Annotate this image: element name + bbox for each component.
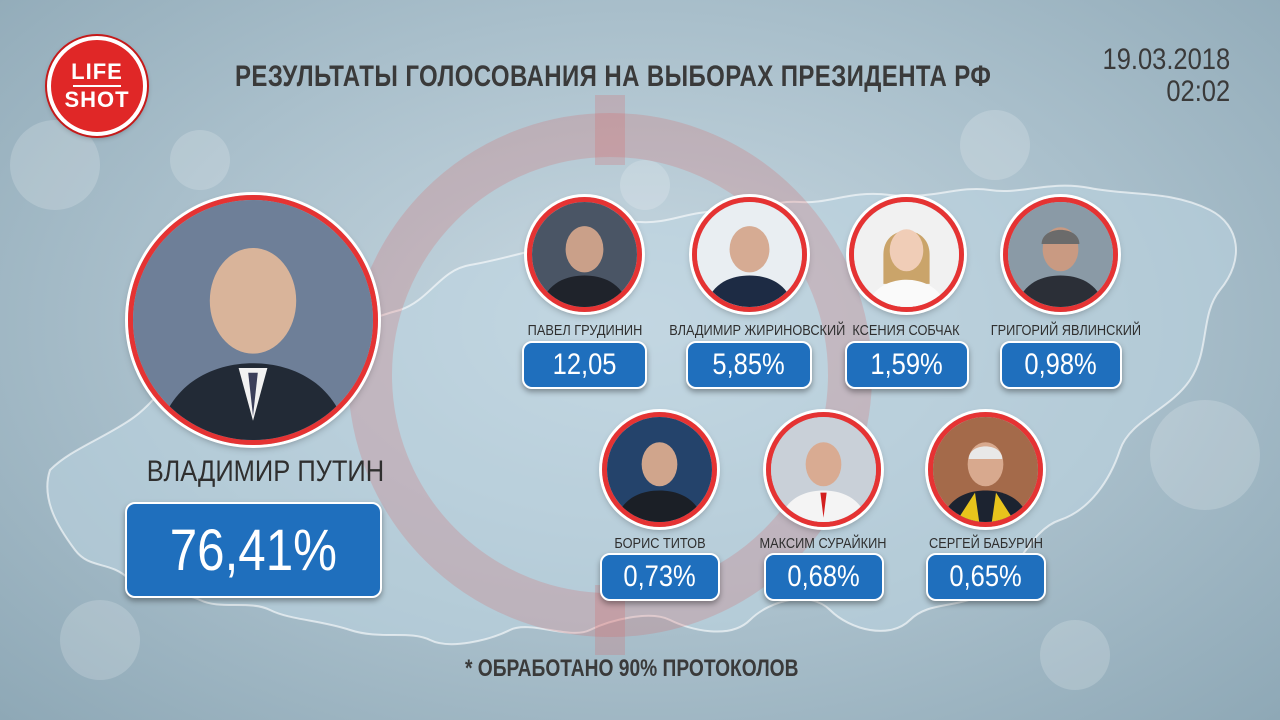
candidate-result-badge: 0,65% <box>926 553 1046 601</box>
candidate-name: ГРИГОРИЙ ЯВЛИНСКИЙ <box>990 322 1142 339</box>
candidate-name: КСЕНИЯ СОБЧАК <box>852 322 960 339</box>
leader-name: ВЛАДИМИР ПУТИН <box>146 455 385 488</box>
candidate-photo-zhirinovsky <box>692 197 807 312</box>
candidate-name: СЕРГЕЙ БАБУРИН <box>929 535 1043 552</box>
candidate-result-badge: 5,85% <box>686 341 812 389</box>
candidate-result-badge: 0,73% <box>600 553 720 601</box>
candidate-name: БОРИС ТИТОВ <box>614 535 706 552</box>
leader-result-value: 76,41% <box>169 517 338 583</box>
candidate-name: ВЛАДИМИР ЖИРИНОВСКИЙ <box>669 322 846 339</box>
timestamp: 19.03.2018 02:02 <box>1080 44 1230 108</box>
person-portrait-icon <box>854 202 959 307</box>
candidate-photo-yavlinsky <box>1003 197 1118 312</box>
candidate-result-badge: 0,68% <box>764 553 884 601</box>
candidate-result-value: 0,73% <box>623 560 697 593</box>
logo-text-life: LIFE <box>71 59 123 84</box>
person-portrait-icon <box>771 417 876 522</box>
candidate-name: МАКСИМ СУРАЙКИН <box>759 535 887 552</box>
candidate-photo-titov <box>602 412 717 527</box>
lifeshot-logo: LIFE SHOT <box>47 36 147 136</box>
person-portrait-icon <box>1008 202 1113 307</box>
candidate-name: ПАВЕЛ ГРУДИНИН <box>527 322 643 339</box>
candidate-result-value: 0,68% <box>787 560 861 593</box>
person-portrait-icon <box>697 202 802 307</box>
person-portrait-icon <box>133 200 373 440</box>
leader-photo <box>128 195 378 445</box>
candidate-result-value: 0,65% <box>949 560 1023 593</box>
candidate-photo-baburin <box>928 412 1043 527</box>
candidate-result-value: 5,85% <box>712 348 786 381</box>
person-portrait-icon <box>933 417 1038 522</box>
page-title: РЕЗУЛЬТАТЫ ГОЛОСОВАНИЯ НА ВЫБОРАХ ПРЕЗИД… <box>235 60 992 93</box>
logo-text-shot: SHOT <box>64 87 130 112</box>
candidate-result-value: 12,05 <box>552 348 617 381</box>
candidate-result-value: 1,59% <box>870 348 944 381</box>
candidate-photo-suraykin <box>766 412 881 527</box>
time-label: 02:02 <box>1166 75 1230 108</box>
footnote: * ОБРАБОТАНО 90% ПРОТОКОЛОВ <box>465 655 799 682</box>
candidate-photo-grudinin <box>527 197 642 312</box>
candidate-result-badge: 12,05 <box>522 341 647 389</box>
logo-divider <box>73 85 121 87</box>
date-label: 19.03.2018 <box>1102 43 1230 76</box>
person-portrait-icon <box>532 202 637 307</box>
candidate-result-badge: 0,98% <box>1000 341 1122 389</box>
leader-result-badge: 76,41% <box>125 502 382 598</box>
person-portrait-icon <box>607 417 712 522</box>
candidate-result-badge: 1,59% <box>845 341 969 389</box>
candidate-result-value: 0,98% <box>1024 348 1098 381</box>
candidate-photo-sobchak <box>849 197 964 312</box>
